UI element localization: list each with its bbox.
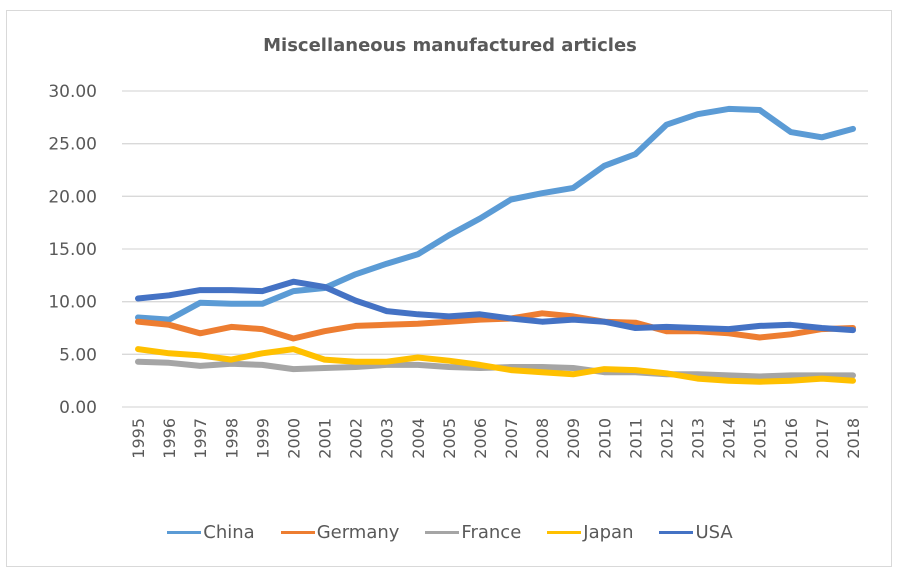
x-tick-label: 1998: [222, 418, 241, 459]
series-lines: [135, 105, 856, 385]
x-tick-label: 2009: [564, 418, 583, 459]
legend-label: Germany: [316, 522, 400, 543]
x-tick-label: 1995: [129, 418, 148, 459]
x-tick-label: 2001: [316, 418, 335, 459]
x-tick-label: 1996: [160, 418, 179, 459]
legend-swatch: [167, 531, 202, 534]
x-tick-label: 2002: [347, 418, 366, 459]
legend-label: France: [461, 522, 522, 543]
x-tick-label: 2000: [284, 418, 303, 459]
legend-item-germany: Germany: [280, 522, 400, 543]
series-line-china: [135, 105, 856, 323]
y-axis-ticks: 0.00 5.00 10.00 15.00 20.00 25.00 30.00: [48, 82, 97, 418]
legend-item-china: China: [167, 522, 255, 543]
legend: China Germany France Japan USA: [0, 522, 900, 543]
x-tick-label: 1999: [253, 418, 272, 459]
x-tick-label: 2014: [720, 418, 739, 459]
x-tick-label: 2015: [751, 418, 770, 459]
x-tick-label: 2010: [595, 418, 614, 459]
x-tick-label: 2008: [533, 418, 552, 459]
x-tick-label: 2017: [813, 418, 832, 459]
legend-swatch: [280, 531, 315, 534]
legend-label: China: [203, 522, 255, 543]
legend-label: Japan: [583, 522, 634, 543]
legend-item-japan: Japan: [547, 522, 633, 543]
x-tick-label: 2004: [409, 418, 428, 459]
series-line-usa: [135, 278, 856, 334]
chart-title: Miscellaneous manufactured articles: [263, 35, 637, 56]
y-tick-label: 5.00: [59, 345, 97, 365]
y-tick-label: 10.00: [48, 293, 97, 313]
gridlines: [122, 90, 868, 408]
y-tick-label: 30.00: [48, 82, 97, 102]
y-tick-label: 20.00: [48, 187, 97, 207]
legend-item-france: France: [425, 522, 521, 543]
x-tick-label: 2012: [657, 418, 676, 459]
x-tick-label: 2007: [502, 418, 521, 459]
y-tick-label: 0.00: [59, 398, 97, 418]
legend-swatch: [659, 531, 694, 534]
x-tick-label: 2016: [782, 418, 801, 459]
x-tick-label: 1997: [191, 418, 210, 459]
series-line-japan: [135, 346, 856, 385]
legend-swatch: [547, 531, 582, 534]
x-tick-label: 2005: [440, 418, 459, 459]
legend-item-usa: USA: [659, 522, 733, 543]
x-tick-label: 2003: [378, 418, 397, 459]
x-tick-label: 2018: [844, 418, 863, 459]
x-tick-label: 2006: [471, 418, 490, 459]
y-tick-label: 25.00: [48, 135, 97, 155]
chart-frame: [6, 10, 892, 567]
y-tick-label: 15.00: [48, 240, 97, 260]
legend-label: USA: [695, 522, 733, 543]
x-tick-label: 2013: [689, 418, 708, 459]
x-tick-label: 2011: [626, 418, 645, 459]
x-axis-ticks: 1995 1996 1997 1998 1999 2000 2001 2002 2003 2004…: [129, 418, 863, 459]
legend-swatch: [425, 531, 460, 534]
